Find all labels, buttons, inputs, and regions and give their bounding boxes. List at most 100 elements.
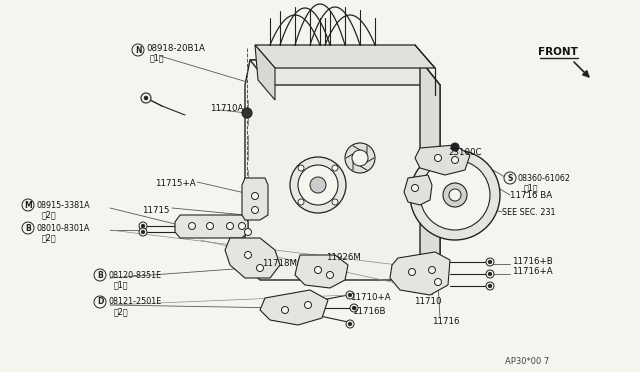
Circle shape [141, 93, 151, 103]
Polygon shape [250, 60, 440, 85]
Polygon shape [255, 45, 275, 100]
Circle shape [139, 222, 147, 230]
Polygon shape [255, 45, 435, 68]
Text: FRONT: FRONT [538, 47, 578, 57]
Circle shape [345, 143, 375, 173]
Circle shape [207, 222, 214, 230]
Circle shape [239, 222, 246, 230]
Text: 11710: 11710 [414, 298, 442, 307]
Circle shape [348, 293, 352, 297]
Circle shape [298, 199, 304, 205]
Circle shape [290, 157, 346, 213]
Text: 11716+B: 11716+B [512, 257, 553, 266]
Text: N: N [135, 45, 141, 55]
Text: AP30*00 7: AP30*00 7 [505, 357, 549, 366]
Text: B: B [97, 270, 103, 279]
Text: 11716B: 11716B [352, 308, 385, 317]
Text: 08918-20B1A: 08918-20B1A [146, 44, 205, 52]
Circle shape [298, 165, 304, 171]
Circle shape [486, 270, 494, 278]
Polygon shape [415, 145, 470, 175]
Polygon shape [295, 255, 348, 288]
Circle shape [22, 199, 34, 211]
Circle shape [352, 150, 368, 166]
Circle shape [443, 183, 467, 207]
Circle shape [282, 307, 289, 314]
Text: 〈2〉: 〈2〉 [42, 211, 56, 219]
Text: 08915-3381A: 08915-3381A [36, 201, 90, 209]
Circle shape [488, 260, 492, 264]
Text: 11716 BA: 11716 BA [510, 190, 552, 199]
Text: 08120-8351E: 08120-8351E [108, 270, 161, 279]
Text: 11710A: 11710A [210, 103, 243, 112]
Circle shape [22, 222, 34, 234]
Text: （1）: （1） [114, 280, 129, 289]
Circle shape [189, 222, 195, 230]
Circle shape [488, 272, 492, 276]
Circle shape [244, 228, 252, 235]
Circle shape [412, 185, 419, 192]
Circle shape [257, 264, 264, 272]
Text: 08010-8301A: 08010-8301A [36, 224, 90, 232]
Text: 08360-61062: 08360-61062 [518, 173, 571, 183]
Text: S: S [508, 173, 513, 183]
Circle shape [348, 322, 352, 326]
Text: 23100C: 23100C [448, 148, 481, 157]
Circle shape [451, 143, 459, 151]
Circle shape [310, 177, 326, 193]
Polygon shape [260, 290, 328, 325]
Circle shape [451, 157, 458, 164]
Text: 11710+A: 11710+A [350, 294, 390, 302]
Circle shape [132, 44, 144, 56]
Circle shape [227, 222, 234, 230]
Text: 08121-2501E: 08121-2501E [108, 298, 161, 307]
Circle shape [350, 304, 358, 312]
Text: M: M [24, 201, 32, 209]
Circle shape [408, 269, 415, 276]
Circle shape [94, 269, 106, 281]
Circle shape [314, 266, 321, 273]
Polygon shape [390, 252, 450, 295]
Text: （1）: （1） [150, 54, 164, 62]
Text: 11715+A: 11715+A [155, 179, 196, 187]
Circle shape [504, 172, 516, 184]
Circle shape [332, 165, 338, 171]
Text: 11716: 11716 [432, 317, 460, 327]
Circle shape [435, 279, 442, 285]
Text: 11926M: 11926M [326, 253, 361, 263]
Circle shape [242, 108, 252, 118]
Circle shape [244, 251, 252, 259]
Polygon shape [225, 238, 280, 278]
Circle shape [420, 160, 490, 230]
Circle shape [346, 320, 354, 328]
Text: 11718M: 11718M [262, 259, 297, 267]
Text: SEE SEC. 231: SEE SEC. 231 [502, 208, 556, 217]
Circle shape [94, 296, 106, 308]
Polygon shape [175, 215, 248, 238]
Circle shape [252, 206, 259, 214]
Circle shape [326, 272, 333, 279]
Text: （2）: （2） [114, 308, 129, 317]
Circle shape [435, 154, 442, 161]
Circle shape [144, 96, 148, 100]
Circle shape [410, 150, 500, 240]
Circle shape [346, 291, 354, 299]
Circle shape [449, 189, 461, 201]
Circle shape [252, 192, 259, 199]
Circle shape [139, 228, 147, 236]
Polygon shape [242, 178, 268, 220]
Text: 11715: 11715 [142, 205, 170, 215]
Circle shape [429, 266, 435, 273]
Polygon shape [404, 175, 432, 205]
Text: D: D [97, 298, 103, 307]
Text: B: B [25, 224, 31, 232]
Circle shape [141, 224, 145, 228]
Circle shape [352, 306, 356, 310]
Circle shape [486, 258, 494, 266]
Circle shape [488, 284, 492, 288]
Text: 〈1〉: 〈1〉 [524, 183, 538, 192]
Circle shape [298, 165, 338, 205]
Text: （2）: （2） [42, 234, 56, 243]
Text: 11716+A: 11716+A [512, 267, 552, 276]
Circle shape [141, 230, 145, 234]
